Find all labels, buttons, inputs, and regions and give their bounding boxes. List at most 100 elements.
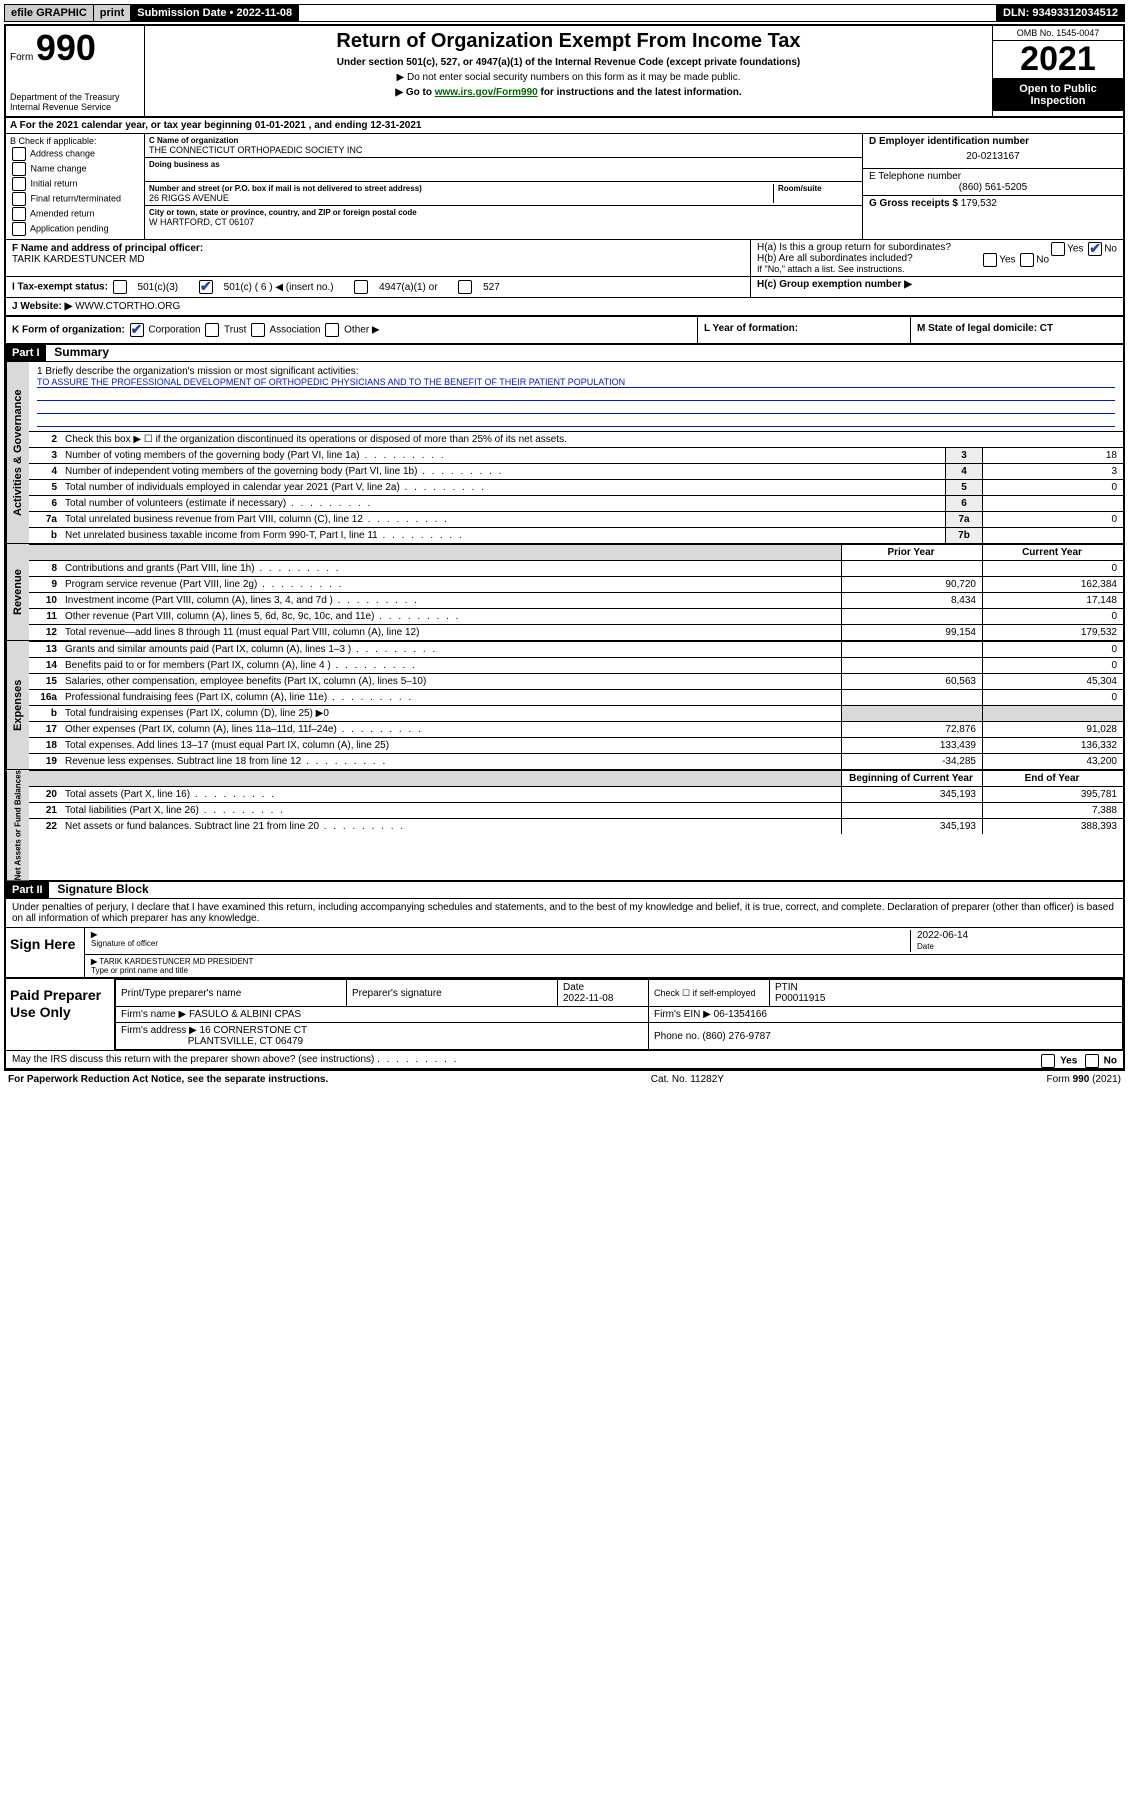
gross-value: 179,532: [961, 198, 997, 209]
netassets-section: Net Assets or Fund Balances Beginning of…: [6, 770, 1123, 882]
table-row: 13Grants and similar amounts paid (Part …: [29, 642, 1123, 658]
table-row: 17Other expenses (Part IX, column (A), l…: [29, 722, 1123, 738]
chk-initial[interactable]: Initial return: [10, 177, 140, 191]
officer-name: TARIK KARDESTUNCER MD: [12, 254, 744, 265]
mission-block: 1 Briefly describe the organization's mi…: [29, 362, 1123, 431]
efile-button[interactable]: efile GRAPHIC: [5, 5, 94, 21]
irs-link[interactable]: www.irs.gov/Form990: [435, 87, 538, 98]
preparer-table: Print/Type preparer's name Preparer's si…: [115, 979, 1123, 1050]
org-city: W HARTFORD, CT 06107: [149, 217, 858, 227]
table-row: bNet unrelated business taxable income f…: [29, 528, 1123, 544]
vtab-governance: Activities & Governance: [6, 362, 29, 543]
part1-bar: Part I Summary: [6, 345, 1123, 362]
table-row: 14Benefits paid to or for members (Part …: [29, 658, 1123, 674]
box-b: B Check if applicable: Address change Na…: [6, 134, 145, 239]
prep-self-emp: Check ☐ if self-employed: [649, 980, 770, 1007]
revenue-section: Revenue Prior YearCurrent Year 8Contribu…: [6, 544, 1123, 641]
sig-date-label: Date: [917, 942, 934, 951]
mission-text: TO ASSURE THE PROFESSIONAL DEVELOPMENT O…: [37, 377, 1115, 388]
addr-label: Number and street (or P.O. box if mail i…: [149, 184, 773, 193]
table-row: 2Check this box ▶ ☐ if the organization …: [29, 432, 1123, 448]
name-label: C Name of organization: [149, 136, 858, 145]
k-label: K Form of organization:: [12, 325, 125, 336]
top-toolbar: efile GRAPHIC print Submission Date • 20…: [4, 4, 1125, 22]
chk-amended[interactable]: Amended return: [10, 207, 140, 221]
form-title: Return of Organization Exempt From Incom…: [149, 30, 988, 53]
toolbar-spacer: [299, 5, 997, 21]
table-row: 19Revenue less expenses. Subtract line 1…: [29, 754, 1123, 770]
firm-phone: (860) 276-9787: [702, 1031, 770, 1042]
box-h: H(a) Is this a group return for subordin…: [751, 240, 1123, 276]
preparer-row: Paid Preparer Use Only Print/Type prepar…: [6, 977, 1123, 1050]
note-link: ▶ Go to www.irs.gov/Form990 for instruct…: [149, 87, 988, 98]
table-row: 8Contributions and grants (Part VIII, li…: [29, 561, 1123, 577]
prep-sig-hdr: Preparer's signature: [347, 980, 558, 1007]
box-f: F Name and address of principal officer:…: [6, 240, 751, 276]
gov-table: 2Check this box ▶ ☐ if the organization …: [29, 431, 1123, 543]
table-row: 5Total number of individuals employed in…: [29, 480, 1123, 496]
table-row: bTotal fundraising expenses (Part IX, co…: [29, 706, 1123, 722]
chk-name[interactable]: Name change: [10, 162, 140, 176]
gross-label: G Gross receipts $: [869, 198, 958, 209]
box-b-label: B Check if applicable:: [10, 136, 140, 146]
table-row: 21Total liabilities (Part X, line 26)7,3…: [29, 803, 1123, 819]
part1-title: Summary: [54, 345, 109, 359]
line-a-period: A For the 2021 calendar year, or tax yea…: [6, 118, 1123, 134]
preparer-label: Paid Preparer Use Only: [6, 979, 115, 1050]
note-ssn: ▶ Do not enter social security numbers o…: [149, 72, 988, 83]
tax-year: 2021: [993, 41, 1123, 79]
form-subtitle: Under section 501(c), 527, or 4947(a)(1)…: [149, 57, 988, 68]
expenses-section: Expenses 13Grants and similar amounts pa…: [6, 641, 1123, 770]
note2-post: for instructions and the latest informat…: [538, 87, 742, 98]
status-label: I Tax-exempt status:: [12, 282, 108, 293]
part2-bar: Part II Signature Block: [6, 882, 1123, 899]
chk-pending[interactable]: Application pending: [10, 222, 140, 236]
mission-label: 1 Briefly describe the organization's mi…: [37, 366, 1115, 377]
dba-label: Doing business as: [149, 160, 858, 169]
klm-block: K Form of organization: Corporation Trus…: [6, 317, 1123, 345]
table-row: 9Program service revenue (Part VIII, lin…: [29, 577, 1123, 593]
sig-date: 2022-06-14: [917, 930, 968, 941]
table-row: 16aProfessional fundraising fees (Part I…: [29, 690, 1123, 706]
table-row: Beginning of Current YearEnd of Year: [29, 771, 1123, 787]
ein-label: D Employer identification number: [869, 136, 1117, 147]
box-de: D Employer identification number 20-0213…: [863, 134, 1123, 239]
omb-number: OMB No. 1545-0047: [993, 26, 1123, 41]
sign-here-row: Sign Here ▶Signature of officer 2022-06-…: [6, 927, 1123, 977]
may-discuss-row: May the IRS discuss this return with the…: [6, 1050, 1123, 1068]
chk-final[interactable]: Final return/terminated: [10, 192, 140, 206]
table-row: 7aTotal unrelated business revenue from …: [29, 512, 1123, 528]
vtab-revenue: Revenue: [6, 544, 29, 640]
h-note: If "No," attach a list. See instructions…: [757, 264, 1117, 274]
form-word: Form: [10, 52, 33, 63]
page-footer: For Paperwork Reduction Act Notice, see …: [4, 1070, 1125, 1088]
ij-block: I Tax-exempt status: 501(c)(3) 501(c) ( …: [6, 277, 1123, 298]
footer-pra: For Paperwork Reduction Act Notice, see …: [8, 1074, 328, 1085]
rev-table: Prior YearCurrent Year 8Contributions an…: [29, 544, 1123, 640]
sign-here-label: Sign Here: [6, 928, 85, 977]
website-value: WWW.CTORTHO.ORG: [75, 301, 180, 312]
j-block: J Website: ▶ WWW.CTORTHO.ORG: [6, 298, 1123, 317]
firm-addr2: PLANTSVILLE, CT 06479: [188, 1036, 303, 1047]
dln-label: DLN: 93493312034512: [997, 5, 1124, 21]
part2-title: Signature Block: [57, 882, 148, 896]
table-row: 22Net assets or fund balances. Subtract …: [29, 819, 1123, 835]
chk-address[interactable]: Address change: [10, 147, 140, 161]
sig-officer-label: Signature of officer: [91, 939, 158, 948]
h-a-label: H(a) Is this a group return for subordin…: [757, 242, 951, 253]
sig-name: TARIK KARDESTUNCER MD PRESIDENT: [99, 957, 253, 966]
header-right: OMB No. 1545-0047 2021 Open to Public In…: [992, 26, 1123, 116]
table-row: Firm's address ▶ 16 CORNERSTONE CT PLANT…: [116, 1023, 1123, 1050]
print-button[interactable]: print: [94, 5, 131, 21]
firm-ein: 06-1354166: [714, 1009, 767, 1020]
org-name: THE CONNECTICUT ORTHOPAEDIC SOCIETY INC: [149, 145, 858, 155]
sig-name-label: Type or print name and title: [91, 966, 188, 975]
table-row: 12Total revenue—add lines 8 through 11 (…: [29, 625, 1123, 641]
header-mid: Return of Organization Exempt From Incom…: [145, 26, 992, 116]
table-row: 6Total number of volunteers (estimate if…: [29, 496, 1123, 512]
exp-table: 13Grants and similar amounts paid (Part …: [29, 641, 1123, 769]
table-row: 11Other revenue (Part VIII, column (A), …: [29, 609, 1123, 625]
irs-label: Internal Revenue Service: [10, 102, 140, 112]
table-row: 15Salaries, other compensation, employee…: [29, 674, 1123, 690]
table-row: Prior YearCurrent Year: [29, 545, 1123, 561]
